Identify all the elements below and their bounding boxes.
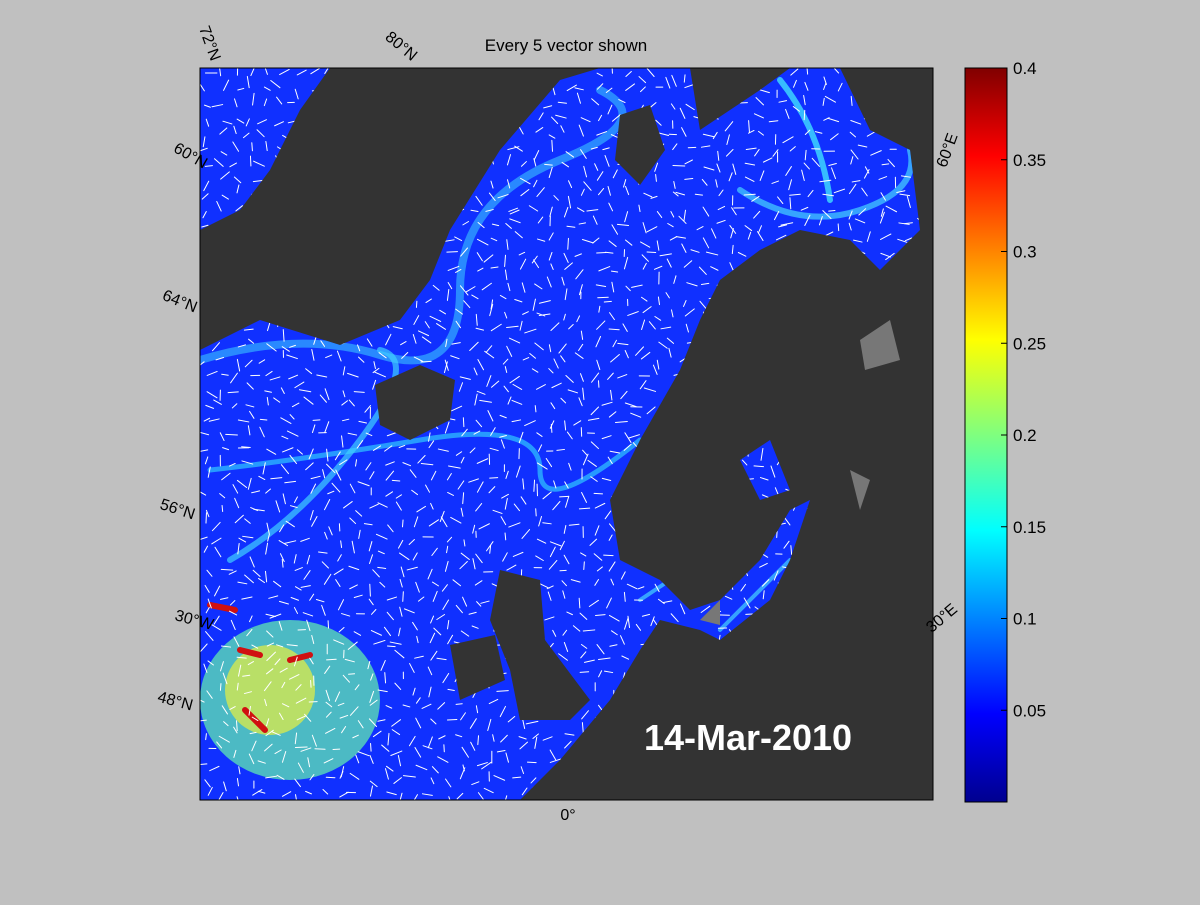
vector — [604, 301, 611, 302]
vector — [804, 110, 805, 119]
vector — [579, 598, 580, 608]
colorbar-tick-label: 0.2 — [1013, 426, 1037, 445]
vector — [552, 140, 553, 151]
colorbar-tick-label: 0.3 — [1013, 243, 1037, 262]
vector — [206, 513, 207, 523]
vector — [315, 749, 325, 750]
vector — [597, 252, 606, 253]
graticule-label: 64°N — [160, 287, 200, 316]
vector — [295, 747, 307, 748]
vector — [387, 646, 395, 647]
date-label: 14-Mar-2010 — [644, 717, 852, 758]
colorbar-tick-label: 0.05 — [1013, 701, 1046, 720]
vector — [534, 480, 535, 491]
colorbar-tick-label: 0.35 — [1013, 151, 1046, 170]
map-title: Every 5 vector shown — [485, 36, 648, 55]
colorbar-tick-label: 0.4 — [1013, 59, 1037, 78]
vector — [505, 533, 506, 540]
vector — [222, 505, 223, 511]
graticule-label: 56°N — [158, 496, 197, 523]
vector — [604, 555, 613, 556]
colorbar — [965, 68, 1007, 802]
vector — [545, 164, 553, 165]
vector — [370, 584, 371, 596]
vector — [421, 361, 431, 362]
colorbar-tick-label: 0.25 — [1013, 334, 1046, 353]
vector — [403, 520, 404, 527]
colorbar-tick-label: 0.15 — [1013, 518, 1046, 537]
vector — [220, 684, 221, 691]
vector — [527, 762, 536, 763]
graticule-label: 48°N — [156, 689, 195, 715]
vector — [226, 434, 238, 435]
vector — [260, 419, 267, 420]
vector — [221, 569, 232, 570]
vector — [392, 480, 399, 481]
vector — [551, 424, 552, 432]
vector — [478, 736, 479, 745]
vector — [349, 674, 355, 675]
vector — [568, 238, 569, 249]
vector — [371, 743, 372, 751]
vector — [237, 721, 238, 731]
vector — [456, 704, 462, 705]
vector — [829, 210, 835, 211]
graticule-label: 0° — [560, 807, 575, 824]
vector — [252, 143, 253, 151]
colorbar-ticks: 0.05 0.1 0.15 0.2 0.25 0.3 0.35 0.4 — [1001, 59, 1046, 720]
graticule-label: 80°N — [382, 29, 420, 65]
vector — [584, 562, 585, 570]
colorbar-tick-label: 0.1 — [1013, 610, 1037, 629]
vector — [580, 672, 589, 673]
vector — [463, 418, 464, 427]
vector — [535, 406, 536, 412]
graticule-label: 60°E — [934, 131, 962, 170]
vector — [838, 224, 839, 231]
vector — [403, 592, 404, 602]
vector — [609, 329, 619, 330]
graticule-label: 72°N — [195, 24, 223, 63]
vector — [206, 734, 207, 740]
vector — [447, 252, 458, 253]
vector — [327, 659, 337, 660]
